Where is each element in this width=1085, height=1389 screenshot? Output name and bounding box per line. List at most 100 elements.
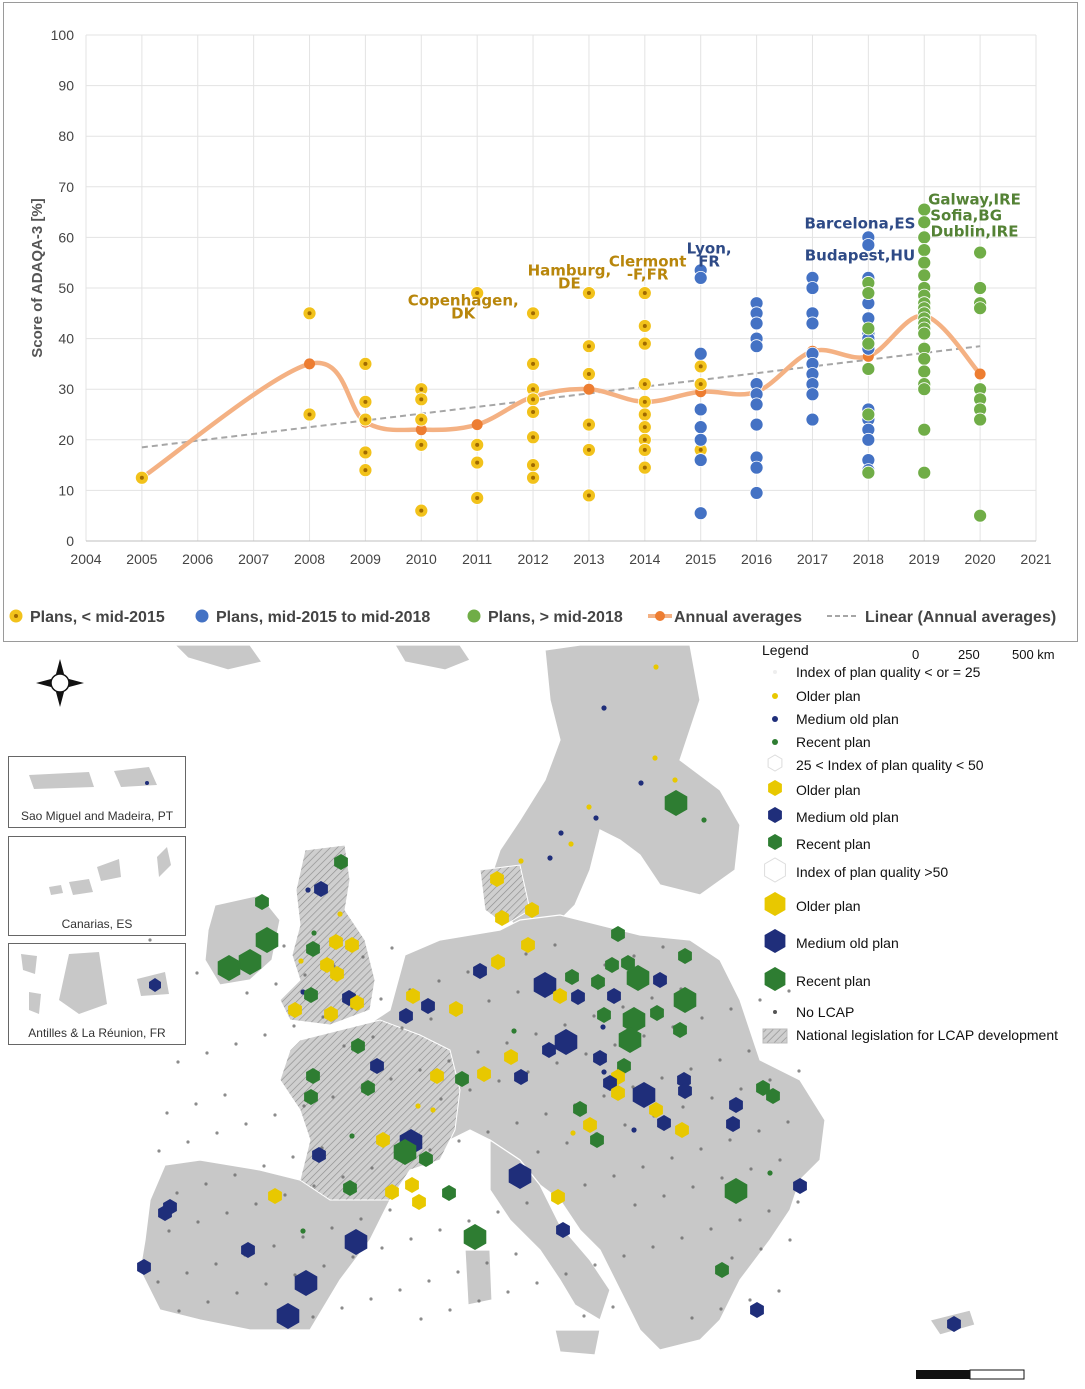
point-recent-plan xyxy=(917,351,932,366)
no-lcap-dot xyxy=(409,1237,413,1241)
no-lcap-dot xyxy=(670,1156,674,1160)
no-lcap-dot xyxy=(301,1235,305,1239)
point-recent-plan xyxy=(861,465,876,480)
point-medium-plan xyxy=(749,316,764,331)
uk-hatch xyxy=(279,844,376,1026)
plan-hex-marker xyxy=(556,1222,570,1238)
no-lcap-dot xyxy=(582,1314,586,1318)
no-lcap-dot xyxy=(428,1148,432,1152)
no-lcap-dot xyxy=(680,1236,684,1240)
y-tick-label: 20 xyxy=(58,432,74,448)
y-tick-label: 70 xyxy=(58,179,74,195)
plan-hex-marker xyxy=(571,989,585,1005)
no-lcap-dot xyxy=(691,1185,695,1189)
point-medium-plan xyxy=(693,432,708,447)
point-recent-plan xyxy=(917,422,932,437)
no-lcap-dot xyxy=(485,1261,489,1265)
plan-hex-marker xyxy=(412,1194,426,1210)
no-lcap-dot xyxy=(565,1141,569,1145)
point-older-plan-core xyxy=(586,422,591,427)
no-lcap-dot xyxy=(342,1044,346,1048)
plan-hex-marker xyxy=(551,1189,565,1205)
plan-hex-marker xyxy=(650,1005,664,1021)
chart-legend: Plans, < mid-2015 Plans, mid-2015 to mid-… xyxy=(9,609,1056,626)
map-legend-item: Older plan xyxy=(762,685,861,707)
scale-label-250: 250 xyxy=(958,647,980,662)
y-axis-label: Score of ADAQA-3 [%] xyxy=(29,198,46,357)
no-lcap-dot xyxy=(787,989,791,993)
no-lcap-dot xyxy=(641,1165,645,1169)
scale-label-0: 0 xyxy=(912,647,920,662)
point-older-plan-core xyxy=(475,291,480,296)
point-older-plan-core xyxy=(531,435,536,440)
no-lcap-dot xyxy=(214,1262,218,1266)
iceland xyxy=(393,644,471,671)
no-lcap-dot xyxy=(234,1042,238,1046)
x-tick-label: 2012 xyxy=(517,551,548,567)
no-lcap-dot xyxy=(215,1131,219,1135)
no-lcap-dot xyxy=(156,1280,160,1284)
plan-hex-marker xyxy=(344,1229,368,1255)
x-tick-label: 2013 xyxy=(573,551,604,567)
point-older-plan-core xyxy=(139,475,144,480)
plan-dot-marker xyxy=(701,817,707,823)
no-lcap-dot xyxy=(748,1298,752,1302)
no-lcap-dot xyxy=(739,1087,743,1091)
plan-hex-marker xyxy=(590,1132,604,1148)
no-lcap-dot xyxy=(477,1299,481,1303)
point-older-plan-core xyxy=(586,493,591,498)
map-legend-item: Older plan xyxy=(762,779,861,801)
plan-hex-marker xyxy=(320,957,334,973)
point-recent-plan xyxy=(917,326,932,341)
plan-hex-marker xyxy=(947,1316,961,1332)
plan-dot-marker xyxy=(593,815,599,821)
plan-hex-marker xyxy=(622,1007,646,1033)
no-lcap-dot xyxy=(359,1217,363,1221)
no-lcap-dot xyxy=(419,1317,423,1321)
no-lcap-dot xyxy=(621,1005,625,1009)
point-medium-plan xyxy=(693,346,708,361)
y-tick-label: 80 xyxy=(58,128,74,144)
point-recent-plan xyxy=(861,336,876,351)
no-lcap-dot xyxy=(351,1255,355,1259)
y-tick-label: 40 xyxy=(58,331,74,347)
point-recent-plan xyxy=(973,508,988,523)
x-tick-label: 2018 xyxy=(853,551,884,567)
plan-hex-marker xyxy=(455,1071,469,1087)
point-medium-plan xyxy=(749,397,764,412)
plan-hex-marker xyxy=(490,871,504,887)
no-lcap-dot xyxy=(583,1183,587,1187)
no-lcap-dot xyxy=(361,955,365,959)
point-recent-plan xyxy=(861,407,876,422)
plan-hex-marker xyxy=(653,972,667,988)
plan-dot-marker xyxy=(518,858,524,864)
x-tick-label: 2004 xyxy=(70,551,101,567)
no-lcap-dot xyxy=(720,1176,724,1180)
plan-hex-marker xyxy=(449,1001,463,1017)
plan-dot-marker xyxy=(547,855,553,861)
inset-label: Canarias, ES xyxy=(61,917,133,931)
plan-hex-marker xyxy=(268,1188,282,1204)
point-medium-plan xyxy=(693,453,708,467)
no-lcap-dot xyxy=(758,998,762,1002)
plan-hex-marker xyxy=(351,1038,365,1054)
plan-hex-marker xyxy=(276,1303,300,1329)
plan-hex-marker xyxy=(621,955,635,971)
plan-hex-marker xyxy=(673,1022,687,1038)
no-lcap-dot xyxy=(303,973,307,977)
plan-hex-marker xyxy=(729,1097,743,1113)
plan-hex-marker xyxy=(726,1116,740,1132)
point-older-plan-core xyxy=(531,397,536,402)
point-medium-plan xyxy=(861,432,876,447)
no-lcap-dot xyxy=(370,1166,374,1170)
no-lcap-dot xyxy=(535,1281,539,1285)
city-annotation: Galway,IRE xyxy=(928,191,1021,209)
plan-dot-marker xyxy=(298,958,304,964)
no-lcap-dot xyxy=(274,982,278,986)
no-lcap-dot xyxy=(223,1093,227,1097)
no-lcap-dot xyxy=(611,1305,615,1309)
legend-label: Plans, mid-2015 to mid-2018 xyxy=(216,609,430,626)
legend-label: Medium old plan xyxy=(796,809,899,825)
x-tick-label: 2016 xyxy=(741,551,772,567)
plan-hex-marker xyxy=(241,1242,255,1258)
